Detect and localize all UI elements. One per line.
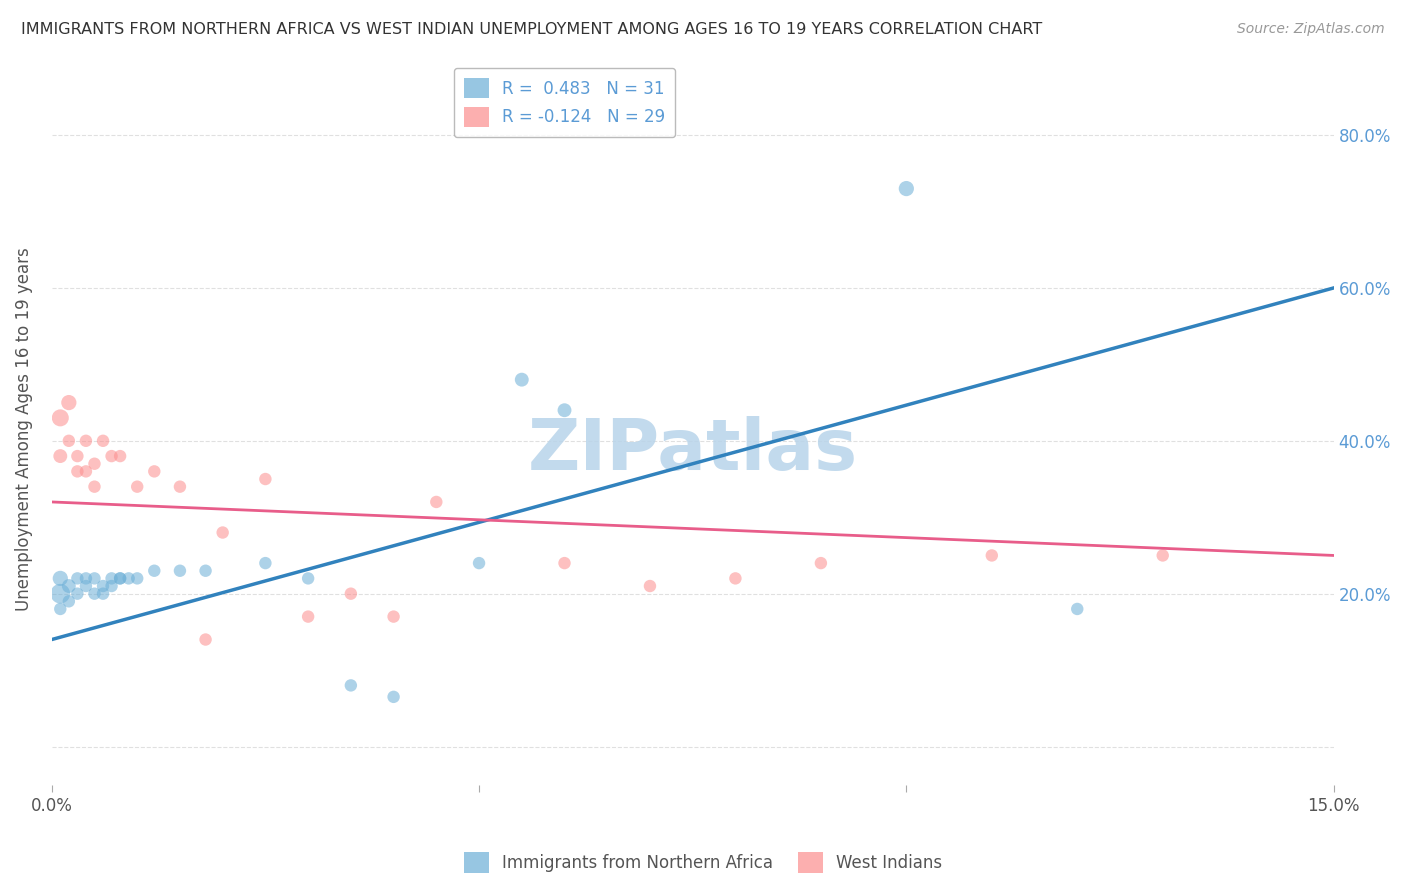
Legend: Immigrants from Northern Africa, West Indians: Immigrants from Northern Africa, West In… <box>457 846 949 880</box>
Point <box>75 579 97 593</box>
Point <box>169 480 191 494</box>
Point <box>75 571 97 585</box>
Point <box>100 571 122 585</box>
Point <box>100 579 122 593</box>
Point <box>254 556 277 570</box>
Point <box>297 571 319 585</box>
Point <box>553 403 575 417</box>
Point <box>194 632 217 647</box>
Point <box>211 525 233 540</box>
Point <box>108 571 131 585</box>
Point <box>510 373 533 387</box>
Point <box>382 609 405 624</box>
Point <box>127 480 149 494</box>
Point <box>254 472 277 486</box>
Y-axis label: Unemployment Among Ages 16 to 19 years: Unemployment Among Ages 16 to 19 years <box>15 247 32 611</box>
Point <box>724 571 747 585</box>
Text: ZIPatlas: ZIPatlas <box>527 417 858 485</box>
Point <box>108 449 131 463</box>
Point <box>83 480 105 494</box>
Point <box>1152 549 1174 563</box>
Point <box>66 449 89 463</box>
Point <box>340 587 363 601</box>
Point <box>83 571 105 585</box>
Point <box>91 579 114 593</box>
Point <box>425 495 447 509</box>
Point <box>340 678 363 692</box>
Point <box>91 434 114 448</box>
Point <box>1066 602 1088 616</box>
Point <box>66 571 89 585</box>
Point <box>58 594 80 608</box>
Text: IMMIGRANTS FROM NORTHERN AFRICA VS WEST INDIAN UNEMPLOYMENT AMONG AGES 16 TO 19 : IMMIGRANTS FROM NORTHERN AFRICA VS WEST … <box>21 22 1042 37</box>
Point <box>169 564 191 578</box>
Point <box>91 587 114 601</box>
Point <box>66 464 89 478</box>
Point <box>58 434 80 448</box>
Point <box>75 434 97 448</box>
Point <box>127 571 149 585</box>
Legend: R =  0.483   N = 31, R = -0.124   N = 29: R = 0.483 N = 31, R = -0.124 N = 29 <box>454 68 675 137</box>
Point <box>75 464 97 478</box>
Point <box>143 464 166 478</box>
Point <box>49 571 72 585</box>
Point <box>58 579 80 593</box>
Point <box>638 579 661 593</box>
Point <box>108 571 131 585</box>
Point <box>896 181 918 195</box>
Point <box>100 449 122 463</box>
Point <box>49 587 72 601</box>
Point <box>980 549 1002 563</box>
Point <box>58 395 80 409</box>
Point <box>810 556 832 570</box>
Text: Source: ZipAtlas.com: Source: ZipAtlas.com <box>1237 22 1385 37</box>
Point <box>553 556 575 570</box>
Point <box>66 587 89 601</box>
Point <box>49 449 72 463</box>
Point <box>83 457 105 471</box>
Point <box>382 690 405 704</box>
Point <box>49 602 72 616</box>
Point <box>297 609 319 624</box>
Point <box>49 410 72 425</box>
Point <box>118 571 141 585</box>
Point <box>83 587 105 601</box>
Point <box>194 564 217 578</box>
Point <box>143 564 166 578</box>
Point <box>468 556 491 570</box>
